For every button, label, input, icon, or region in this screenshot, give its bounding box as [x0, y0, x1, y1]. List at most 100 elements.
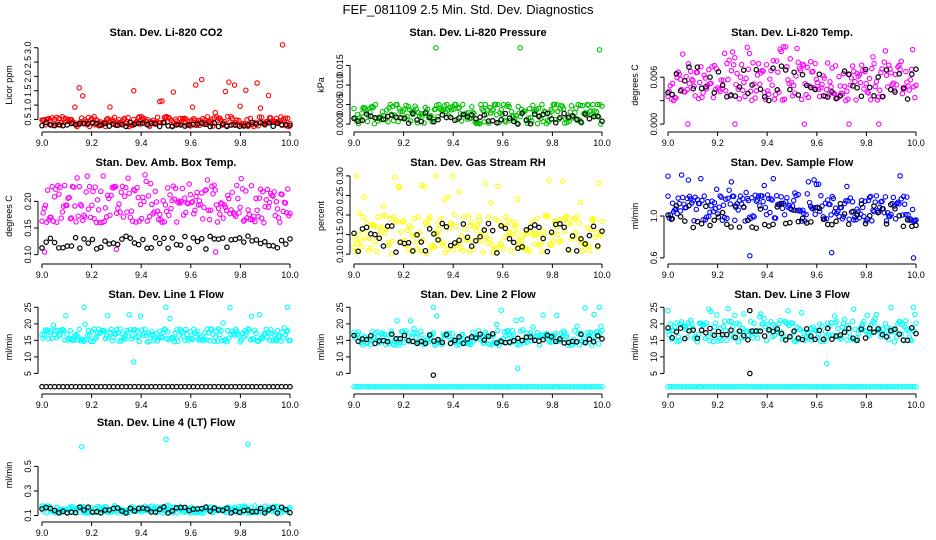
data-point-primary [381, 230, 388, 236]
data-point-primary [599, 327, 605, 334]
data-point-primary [260, 188, 266, 195]
data-point-primary [481, 119, 487, 125]
data-point-secondary [799, 336, 806, 343]
data-point-primary [360, 342, 366, 348]
data-point-primary [543, 383, 550, 390]
data-point-secondary [186, 245, 192, 252]
data-point-primary [197, 201, 204, 208]
data-point-primary [407, 225, 414, 231]
y-tick-label: 0.10 [335, 245, 345, 263]
data-point-primary [865, 197, 872, 204]
data-point-primary [415, 383, 421, 390]
data-point-primary [861, 213, 867, 220]
data-point-primary [694, 69, 701, 76]
data-point-primary [741, 311, 747, 317]
data-point-primary [469, 219, 475, 226]
data-point-primary [843, 383, 850, 390]
data-point-primary [404, 227, 410, 234]
data-point-primary [782, 383, 788, 390]
data-point-primary [762, 204, 769, 211]
data-point-secondary [694, 64, 701, 70]
data-point-secondary [808, 333, 814, 339]
data-point-primary [754, 335, 761, 341]
data-point-secondary [749, 82, 755, 88]
data-point-outlier [732, 121, 738, 127]
data-point-primary [468, 383, 474, 390]
data-point-primary [159, 98, 165, 104]
data-point-primary [461, 214, 467, 220]
data-point-secondary [236, 235, 243, 241]
data-point-primary [742, 93, 748, 100]
data-point-outlier [430, 304, 437, 311]
data-point-primary [560, 383, 566, 390]
data-point-primary [807, 58, 814, 65]
data-point-primary [797, 67, 804, 73]
data-point-primary [237, 204, 243, 211]
x-tick-label: 9.6 [185, 400, 198, 410]
data-point-secondary [875, 74, 881, 80]
data-point-primary [670, 383, 677, 390]
data-point-primary [788, 206, 795, 213]
data-point-secondary [833, 95, 839, 102]
y-axis-label: ml/min [4, 334, 14, 361]
data-point-secondary [481, 112, 488, 118]
data-point-primary [779, 336, 786, 343]
data-point-primary [729, 383, 735, 390]
data-point-primary [82, 321, 88, 328]
data-point-primary [157, 98, 163, 105]
data-point-primary [488, 200, 494, 206]
data-point-primary [116, 201, 122, 207]
data-point-secondary [169, 508, 176, 514]
data-point-primary [524, 383, 530, 390]
data-point-primary [555, 231, 561, 237]
x-tick-label: 9.2 [85, 270, 98, 280]
data-point-secondary [418, 239, 425, 245]
data-point-primary [843, 198, 849, 204]
data-point-primary [129, 218, 136, 224]
data-point-primary [903, 68, 909, 75]
data-point-primary [267, 327, 274, 333]
data-point-primary [526, 248, 533, 255]
data-point-primary [812, 211, 818, 218]
data-point-secondary [740, 204, 747, 210]
data-point-primary [502, 119, 509, 125]
data-point-primary [137, 313, 144, 319]
data-point-secondary [489, 117, 496, 124]
data-point-primary [212, 334, 219, 340]
y-tick-label: 0.15 [23, 219, 33, 237]
data-point-secondary [837, 92, 844, 99]
data-point-primary [787, 56, 794, 62]
data-point-primary [351, 244, 357, 250]
data-point-secondary-outlier [747, 307, 753, 314]
y-axis-label: percent [316, 200, 326, 231]
y-tick-label: 10 [23, 352, 33, 362]
data-point-primary [490, 106, 497, 113]
data-point-primary [548, 242, 554, 249]
data-point-secondary [363, 111, 370, 117]
data-point-secondary [871, 93, 877, 99]
data-point-primary [534, 329, 541, 336]
data-point-secondary [355, 248, 362, 255]
data-point-primary [857, 79, 864, 86]
data-point-secondary [123, 510, 129, 516]
x-tick-label: 9.0 [662, 270, 675, 280]
data-point-primary [76, 326, 83, 333]
data-point-secondary [266, 507, 272, 513]
data-point-primary [750, 213, 756, 219]
data-point-primary [844, 88, 850, 95]
data-point-primary [245, 207, 251, 213]
data-point-primary [552, 218, 559, 224]
data-point-secondary-outlier [430, 372, 437, 378]
data-point-secondary [740, 332, 747, 339]
data-point-primary [476, 383, 483, 390]
data-point-secondary [274, 510, 281, 516]
data-point-secondary [908, 71, 915, 78]
data-point-secondary [266, 119, 272, 126]
data-point-primary [381, 113, 388, 119]
data-point-secondary [39, 122, 45, 129]
data-point-primary [207, 207, 214, 213]
data-point-primary [172, 330, 179, 336]
data-point-secondary [578, 119, 584, 125]
data-point-secondary [736, 328, 743, 334]
